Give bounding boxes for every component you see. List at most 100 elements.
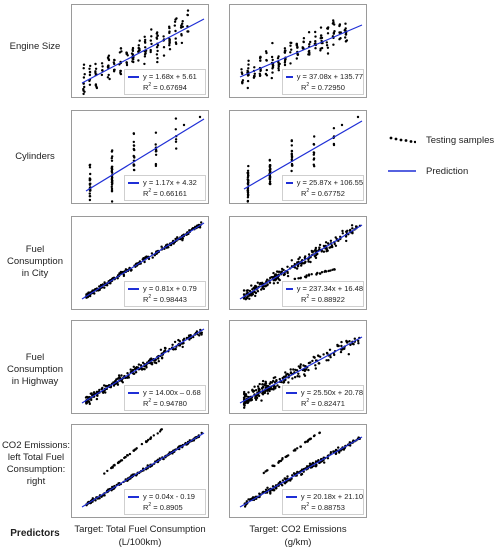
- data-point: [325, 44, 329, 47]
- data-point: [291, 377, 294, 380]
- data-point: [168, 41, 171, 44]
- data-point: [83, 85, 86, 89]
- data-point: [345, 239, 348, 243]
- data-point: [294, 368, 297, 372]
- line-swatch: [286, 181, 293, 184]
- equation-text: y = 20.18x + 21.10: [300, 492, 363, 501]
- equation-text: y = 14.00x – 0.68: [143, 388, 201, 397]
- data-point: [300, 264, 303, 267]
- data-point: [85, 293, 88, 296]
- data-point: [254, 389, 258, 392]
- data-point: [307, 50, 310, 53]
- data-point: [88, 183, 92, 186]
- data-point: [249, 498, 252, 501]
- data-point: [240, 71, 243, 74]
- data-point: [119, 72, 123, 76]
- data-point: [266, 284, 269, 287]
- data-point: [345, 39, 349, 42]
- r2-sup: 2: [306, 188, 310, 194]
- data-point: [301, 262, 304, 265]
- equation-box: y = 0.81x + 0.79 R2 = 0.98443: [124, 281, 206, 307]
- data-point: [314, 35, 317, 38]
- data-point: [332, 31, 336, 34]
- panel-hwy-fuel: y = 14.00x – 0.68 R2 = 0.94780: [71, 320, 209, 414]
- data-point: [320, 36, 324, 40]
- data-point: [325, 270, 328, 273]
- data-point: [307, 361, 311, 365]
- data-point: [103, 286, 106, 289]
- panel-hwy-co2: y = 25.50x + 20.78 R2 = 0.82471: [229, 320, 367, 414]
- data-point: [285, 373, 288, 376]
- data-point: [295, 267, 299, 270]
- data-point: [98, 497, 101, 500]
- data-point: [173, 340, 177, 344]
- data-point: [274, 273, 278, 276]
- data-point: [168, 30, 171, 33]
- data-point: [326, 52, 330, 55]
- data-point: [246, 401, 249, 405]
- data-point: [300, 472, 304, 476]
- data-point: [347, 353, 350, 356]
- data-point: [332, 19, 335, 22]
- data-point: [322, 250, 326, 253]
- data-point: [243, 402, 246, 405]
- data-point: [312, 355, 315, 359]
- data-point: [349, 228, 352, 232]
- data-point: [325, 359, 328, 362]
- data-point: [295, 42, 298, 45]
- data-point: [173, 24, 176, 27]
- data-point: [265, 68, 268, 72]
- data-point: [181, 345, 184, 349]
- data-point: [106, 469, 109, 473]
- data-point: [168, 26, 171, 30]
- legend-testing: Testing samples: [388, 134, 494, 146]
- data-point: [344, 22, 347, 25]
- data-point: [268, 388, 271, 391]
- data-point: [289, 371, 293, 374]
- regression-line: [81, 222, 205, 300]
- r2-sup: 2: [306, 502, 310, 508]
- data-point: [145, 366, 148, 369]
- data-point: [291, 474, 294, 477]
- data-point: [98, 288, 101, 291]
- data-point: [110, 170, 113, 173]
- data-point: [162, 35, 165, 38]
- data-point: [314, 47, 317, 50]
- data-point: [101, 69, 104, 72]
- equation-text: y = 0.04x - 0.19: [143, 492, 195, 501]
- data-point: [132, 365, 135, 368]
- data-point: [260, 288, 263, 291]
- data-point: [286, 271, 289, 275]
- data-point: [133, 372, 136, 375]
- line-swatch: [128, 75, 139, 78]
- data-point: [180, 24, 183, 27]
- data-point: [150, 28, 153, 31]
- r2-prefix: R: [301, 399, 307, 408]
- panel-engine-co2: y = 37.08x + 135.77 R2 = 0.72950: [229, 4, 367, 98]
- regression-line: [243, 120, 363, 190]
- data-point: [256, 281, 259, 284]
- data-point: [292, 449, 296, 452]
- data-point: [94, 71, 97, 75]
- data-point: [316, 354, 320, 357]
- row-label-fuel-highway: Fuel Consumption in Highway: [7, 352, 63, 387]
- data-point: [132, 154, 135, 158]
- data-point: [274, 376, 277, 379]
- data-point: [330, 244, 334, 247]
- data-point: [159, 348, 163, 351]
- r2-value: = 0.88922: [309, 295, 345, 304]
- row-label-engine-size: Engine Size: [9, 41, 61, 52]
- data-point: [254, 398, 258, 401]
- data-point: [155, 37, 159, 40]
- data-point: [277, 65, 280, 68]
- data-point: [266, 392, 270, 395]
- data-point: [276, 384, 279, 387]
- data-point: [132, 60, 135, 64]
- data-point: [246, 187, 250, 190]
- data-point: [141, 258, 144, 261]
- data-point: [246, 193, 250, 196]
- data-point: [168, 48, 172, 51]
- row-label-co2: CO2 Emissions: left Total Fuel Consumpti…: [1, 440, 71, 487]
- data-point: [299, 445, 302, 448]
- data-point: [247, 498, 250, 501]
